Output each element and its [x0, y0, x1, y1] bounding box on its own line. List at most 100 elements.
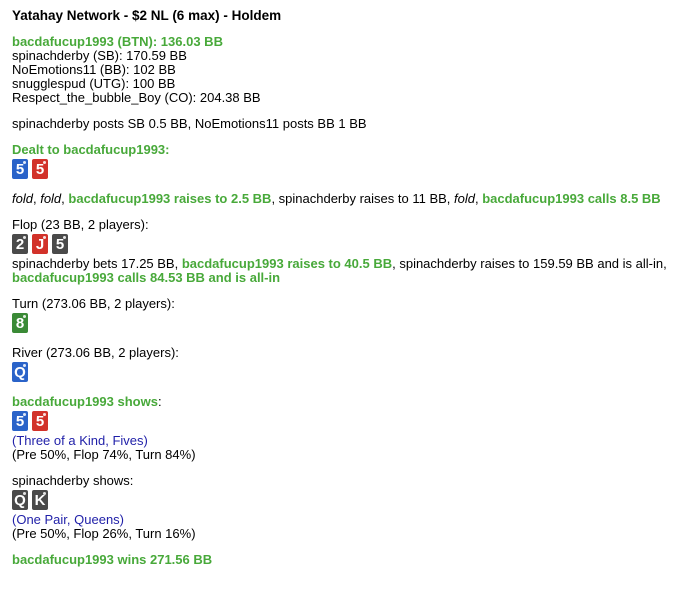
- playing-card: Q: [12, 490, 28, 510]
- suit-icon: [43, 236, 46, 239]
- text-line: snugglespud (UTG): 100 BB: [12, 77, 700, 91]
- action-text: ,: [474, 191, 483, 206]
- card-row: 8: [12, 313, 700, 334]
- text-line: Dealt to bacdafucup1993:: [12, 143, 700, 157]
- playing-card: 5: [12, 411, 28, 431]
- hand-block: Turn (273.06 BB, 2 players): 8: [12, 297, 700, 334]
- card-rank: 5: [15, 413, 25, 430]
- action-text: , spinachderby raises to 11 BB,: [271, 191, 455, 206]
- suit-icon: [63, 236, 66, 239]
- action-text: spinachderby bets 17.25 BB,: [12, 256, 182, 271]
- text-line: fold, fold, bacdafucup1993 raises to 2.5…: [12, 192, 700, 206]
- hero-action: bacdafucup1993 wins 271.56 BB: [12, 552, 213, 567]
- hand-block: spinachderby posts SB 0.5 BB, NoEmotions…: [12, 117, 700, 131]
- card-rank: 5: [35, 161, 45, 178]
- playing-card: 5: [52, 234, 68, 254]
- text-line: NoEmotions11 (BB): 102 BB: [12, 63, 700, 77]
- card-rank: Q: [14, 492, 26, 509]
- action-text: , spinachderby raises to 159.59 BB and i…: [392, 256, 667, 271]
- suit-icon: [43, 161, 46, 164]
- text-line: spinachderby bets 17.25 BB, bacdafucup19…: [12, 257, 700, 271]
- action-text: (Pre 50%, Flop 26%, Turn 16%): [12, 526, 196, 541]
- hand-block: River (273.06 BB, 2 players): Q: [12, 346, 700, 383]
- text-line: bacdafucup1993 (BTN): 136.03 BB: [12, 35, 700, 49]
- text-line: River (273.06 BB, 2 players):: [12, 346, 700, 360]
- text-line: spinachderby shows:: [12, 474, 700, 488]
- suit-icon: [43, 413, 46, 416]
- text-line: spinachderby (SB): 170.59 BB: [12, 49, 700, 63]
- hand-title: Yatahay Network - $2 NL (6 max) - Holdem: [12, 8, 282, 23]
- action-text: snugglespud (UTG): 100 BB: [12, 76, 176, 91]
- text-line: (One Pair, Queens): [12, 513, 700, 527]
- text-line: Respect_the_bubble_Boy (CO): 204.38 BB: [12, 91, 700, 105]
- text-line: Turn (273.06 BB, 2 players):: [12, 297, 700, 311]
- hand-block: Flop (23 BB, 2 players): 2 J 5 spinachderby …: [12, 218, 700, 285]
- suit-icon: [23, 315, 26, 318]
- action-text: spinachderby shows:: [12, 473, 134, 488]
- hero-action: bacdafucup1993 shows: [12, 394, 158, 409]
- text-line: (Three of a Kind, Fives): [12, 434, 700, 448]
- hand-block: Dealt to bacdafucup1993: 5 5: [12, 143, 700, 180]
- text-line: bacdafucup1993 calls 84.53 BB and is all…: [12, 271, 700, 285]
- hand-block: bacdafucup1993 (BTN): 136.03 BB spinachde…: [12, 35, 700, 105]
- playing-card: 5: [32, 411, 48, 431]
- playing-card: K: [32, 490, 48, 510]
- hero-action: bacdafucup1993 raises to 40.5 BB: [181, 256, 393, 271]
- hand-block: fold, fold, bacdafucup1993 raises to 2.5…: [12, 192, 700, 206]
- action-text: :: [157, 394, 162, 409]
- card-rank: 5: [15, 161, 25, 178]
- suit-icon: [23, 492, 26, 495]
- hand-actions: bacdafucup1993 (BTN): 136.03 BB spinachde…: [12, 35, 700, 567]
- text-line: Flop (23 BB, 2 players):: [12, 218, 700, 232]
- text-line: (Pre 50%, Flop 74%, Turn 84%): [12, 448, 700, 462]
- fold-action: fold: [12, 191, 33, 206]
- card-rank: J: [35, 236, 45, 253]
- card-rank: 2: [15, 236, 25, 253]
- action-text: spinachderby (SB): 170.59 BB: [12, 48, 187, 63]
- suit-icon: [23, 161, 26, 164]
- action-text: ,: [61, 191, 69, 206]
- card-row: Q: [12, 362, 700, 383]
- suit-icon: [23, 413, 26, 416]
- playing-card: 2: [12, 234, 28, 254]
- playing-card: Q: [12, 362, 28, 382]
- hero-action: bacdafucup1993 calls 8.5 BB: [482, 191, 661, 206]
- card-rank: 5: [55, 236, 65, 253]
- action-text: (Pre 50%, Flop 74%, Turn 84%): [12, 447, 196, 462]
- card-rank: 8: [15, 315, 25, 332]
- hand-history: Yatahay Network - $2 NL (6 max) - Holdem…: [12, 8, 700, 567]
- hand-block: bacdafucup1993 wins 271.56 BB: [12, 553, 700, 567]
- text-line: (Pre 50%, Flop 26%, Turn 16%): [12, 527, 700, 541]
- hand-rank: (Three of a Kind, Fives): [12, 433, 148, 448]
- fold-action: fold: [40, 191, 62, 206]
- hero-action: bacdafucup1993 raises to 2.5 BB: [68, 191, 272, 206]
- suit-icon: [23, 236, 26, 239]
- text-line: bacdafucup1993 wins 271.56 BB: [12, 553, 700, 567]
- hand-block: bacdafucup1993 shows: 5 5 (Three of a Kind,…: [12, 395, 700, 462]
- suit-icon: [43, 492, 46, 495]
- playing-card: 8: [12, 313, 28, 333]
- action-text: ,: [32, 191, 41, 206]
- hero-action: bacdafucup1993 calls 84.53 BB and is all…: [12, 270, 281, 285]
- fold-action: fold: [454, 191, 475, 206]
- card-rank: Q: [14, 364, 26, 381]
- action-text: Respect_the_bubble_Boy (CO): 204.38 BB: [12, 90, 261, 105]
- action-text: NoEmotions11 (BB): 102 BB: [12, 62, 176, 77]
- card-rank: 5: [35, 413, 45, 430]
- hand-rank: (One Pair, Queens): [12, 512, 124, 527]
- hero-action: Dealt to bacdafucup1993:: [12, 142, 170, 157]
- playing-card: 5: [32, 159, 48, 179]
- text-line: spinachderby posts SB 0.5 BB, NoEmotions…: [12, 117, 700, 131]
- playing-card: 5: [12, 159, 28, 179]
- text-line: bacdafucup1993 shows:: [12, 395, 700, 409]
- card-rank: K: [34, 492, 46, 509]
- action-text: Turn (273.06 BB, 2 players):: [12, 296, 175, 311]
- playing-card: J: [32, 234, 48, 254]
- action-text: River (273.06 BB, 2 players):: [12, 345, 179, 360]
- action-text: Flop (23 BB, 2 players):: [12, 217, 149, 232]
- hand-block: spinachderby shows: Q K (One Pair, Queens)(…: [12, 474, 700, 541]
